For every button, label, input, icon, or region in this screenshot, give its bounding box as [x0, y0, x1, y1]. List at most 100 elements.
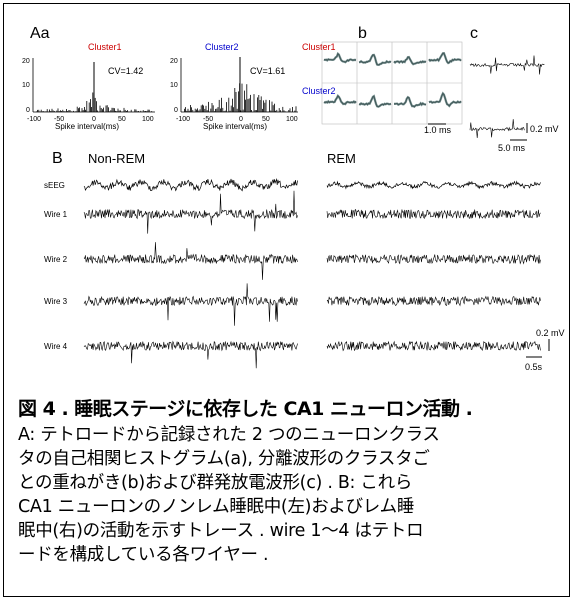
histogram-bar: [79, 107, 80, 112]
hist2-ytick-20: 20: [170, 58, 178, 65]
histogram-bar: [81, 108, 83, 112]
B-scale-label-v: 0.2 mV: [536, 328, 565, 338]
condition-rem: REM: [327, 151, 356, 166]
histogram-bar: [244, 90, 245, 112]
b-row-label-cluster1: Cluster1: [302, 42, 336, 52]
figure-caption: 図 4 . 睡眠ステージに依存した CA1 ニューロン活動 . A: テトロード…: [18, 394, 558, 567]
histogram-bar: [221, 97, 222, 112]
histogram-bar: [86, 101, 88, 112]
histogram-bar: [250, 94, 251, 112]
hist2-ytick-10: 10: [170, 82, 178, 89]
histogram-bar: [253, 94, 255, 112]
histogram-bar: [276, 109, 278, 112]
waveform-trace: [323, 51, 357, 64]
waveform-grid: [321, 41, 463, 125]
histogram-bar: [68, 110, 70, 112]
panel-label-B: B: [52, 150, 63, 167]
histogram-bar: [64, 111, 66, 112]
histogram-bar: [197, 108, 198, 112]
histogram-bar: [84, 107, 85, 112]
histogram-bar: [258, 95, 260, 112]
histogram-bar: [37, 109, 38, 112]
histogram-bar: [111, 107, 113, 112]
histogram-bar: [229, 110, 231, 112]
histogram-bar: [44, 111, 46, 112]
hist1-ytick-10: 10: [22, 82, 30, 89]
hist2-xtick: -50: [203, 116, 213, 123]
waveform-trace: [394, 95, 427, 109]
histogram-bar: [256, 110, 257, 112]
histogram-bar: [257, 97, 258, 112]
hist2-title: Cluster2: [205, 42, 239, 52]
histogram-bar: [204, 108, 206, 112]
histogram-bar: [212, 105, 214, 112]
histogram-bar: [120, 110, 121, 112]
histogram-bar: [263, 100, 264, 112]
hist2-ytick-0: 0: [174, 107, 178, 114]
histogram-cluster1: Cluster1 20 10 0 -100 -50 0 50 100 Spike…: [22, 42, 155, 131]
condition-nonrem: Non-REM: [88, 151, 145, 166]
histogram-bar: [88, 102, 90, 112]
hist1-ytick-0: 0: [26, 107, 30, 114]
seeg-trace: [326, 180, 541, 190]
histogram-bar: [82, 110, 84, 112]
histogram-bar: [43, 111, 44, 112]
histogram-bar: [69, 110, 71, 112]
caption-line: 眠中(右)の活動を示すトレース . wire 1～4 はテトロ: [18, 521, 424, 541]
histogram-bar: [220, 108, 221, 112]
histogram-bar: [148, 109, 150, 112]
histogram-bar: [278, 108, 280, 112]
page-border: [3, 3, 570, 597]
hist2-xlabel: Spike interval(ms): [203, 122, 267, 131]
histogram-bar: [105, 105, 107, 112]
histogram-bar: [246, 84, 248, 112]
B-scale-label-t: 0.5s: [525, 362, 543, 372]
waveform-trace: [358, 53, 392, 67]
hist2-xtick: 100: [286, 116, 298, 123]
histogram-bar: [275, 110, 276, 112]
histogram-bar: [288, 110, 290, 112]
histogram-bar: [57, 108, 59, 112]
histogram-bar: [38, 109, 40, 112]
histogram-bar: [218, 99, 220, 112]
wire-trace: [326, 209, 541, 220]
waveform-trace: [393, 55, 427, 66]
histogram-bar: [215, 108, 216, 112]
histogram-bar: [114, 108, 115, 112]
histogram-bar: [123, 107, 125, 112]
histogram-bar: [211, 103, 213, 112]
histogram-bar: [199, 109, 201, 112]
histogram-bar: [90, 99, 91, 112]
row-label-wire1: Wire 1: [44, 210, 68, 219]
histogram-bar: [145, 111, 146, 112]
wire-trace: [83, 340, 298, 369]
histogram-bar: [248, 98, 250, 112]
caption-line: との重ねがき(b)および群発放電波形(c) . B: これら: [18, 473, 413, 493]
histogram-bar: [198, 110, 200, 112]
histogram-bar: [200, 105, 202, 112]
histogram-bar: [186, 110, 188, 112]
histogram-bar: [124, 109, 126, 112]
histogram-bar: [96, 101, 97, 112]
histogram-bar: [224, 110, 226, 112]
wire-trace: [326, 340, 541, 352]
histogram-bar: [102, 109, 103, 112]
row-label-wire4: Wire 4: [44, 342, 68, 351]
histogram-bar: [239, 57, 241, 112]
histogram-bar: [100, 108, 102, 112]
waveform-trace: [358, 94, 392, 108]
hist1-xtick: -100: [27, 116, 41, 123]
histogram-bar: [126, 111, 127, 112]
waveform-trace: [428, 91, 462, 108]
burst-trace-cluster1: [469, 55, 545, 75]
histogram-bar: [292, 107, 293, 112]
histogram-bar: [142, 110, 144, 112]
histogram-bar: [103, 107, 104, 112]
histogram-bar: [262, 108, 263, 112]
histogram-bar: [140, 110, 142, 112]
caption-line: ードを構成している各ワイヤー .: [18, 545, 269, 565]
hist2-bars: [184, 57, 297, 112]
row-label-wire3: Wire 3: [44, 297, 68, 306]
histogram-bar: [75, 111, 77, 112]
histogram-bar: [50, 111, 52, 112]
